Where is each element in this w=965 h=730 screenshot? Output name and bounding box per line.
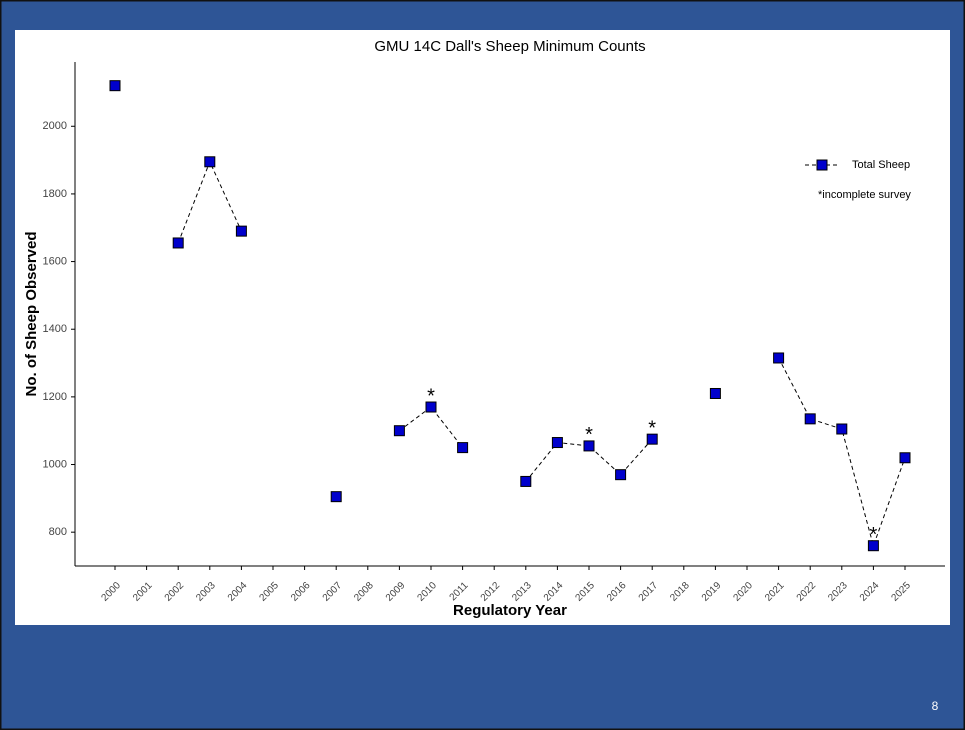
y-tick-label: 1000 (43, 458, 67, 470)
chart-title: GMU 14C Dall's Sheep Minimum Counts (374, 38, 645, 55)
point (393, 425, 405, 437)
y-tick-label: 1200 (43, 391, 67, 403)
annotation: * (648, 417, 656, 439)
y-tick-label: 800 (49, 526, 67, 538)
point (204, 156, 216, 168)
point (646, 433, 658, 445)
point (836, 423, 848, 435)
legend-marker (816, 159, 828, 171)
point (457, 442, 469, 454)
point (583, 440, 595, 452)
y-tick-label: 1800 (43, 188, 67, 200)
annotation: * (870, 524, 878, 546)
x-axis-label: Regulatory Year (453, 602, 567, 619)
point (773, 352, 785, 364)
point (235, 225, 247, 237)
point (709, 387, 721, 399)
point (172, 237, 184, 249)
slide-number: 8 (932, 699, 939, 713)
y-tick-label: 2000 (43, 120, 67, 132)
y-tick-label: 1400 (43, 323, 67, 335)
chart-background (15, 30, 950, 625)
legend-note: *incomplete survey (818, 189, 911, 201)
point (520, 475, 532, 487)
point (867, 540, 879, 552)
annotation: * (427, 385, 435, 407)
y-axis-label: No. of Sheep Observed (23, 231, 40, 396)
point (425, 401, 437, 413)
point (899, 452, 911, 464)
point (615, 469, 627, 481)
point (330, 491, 342, 503)
y-tick-label: 1600 (43, 255, 67, 267)
annotation: * (585, 424, 593, 446)
legend-label: Total Sheep (852, 159, 910, 171)
point (804, 413, 816, 425)
point (551, 437, 563, 449)
point (109, 80, 121, 92)
